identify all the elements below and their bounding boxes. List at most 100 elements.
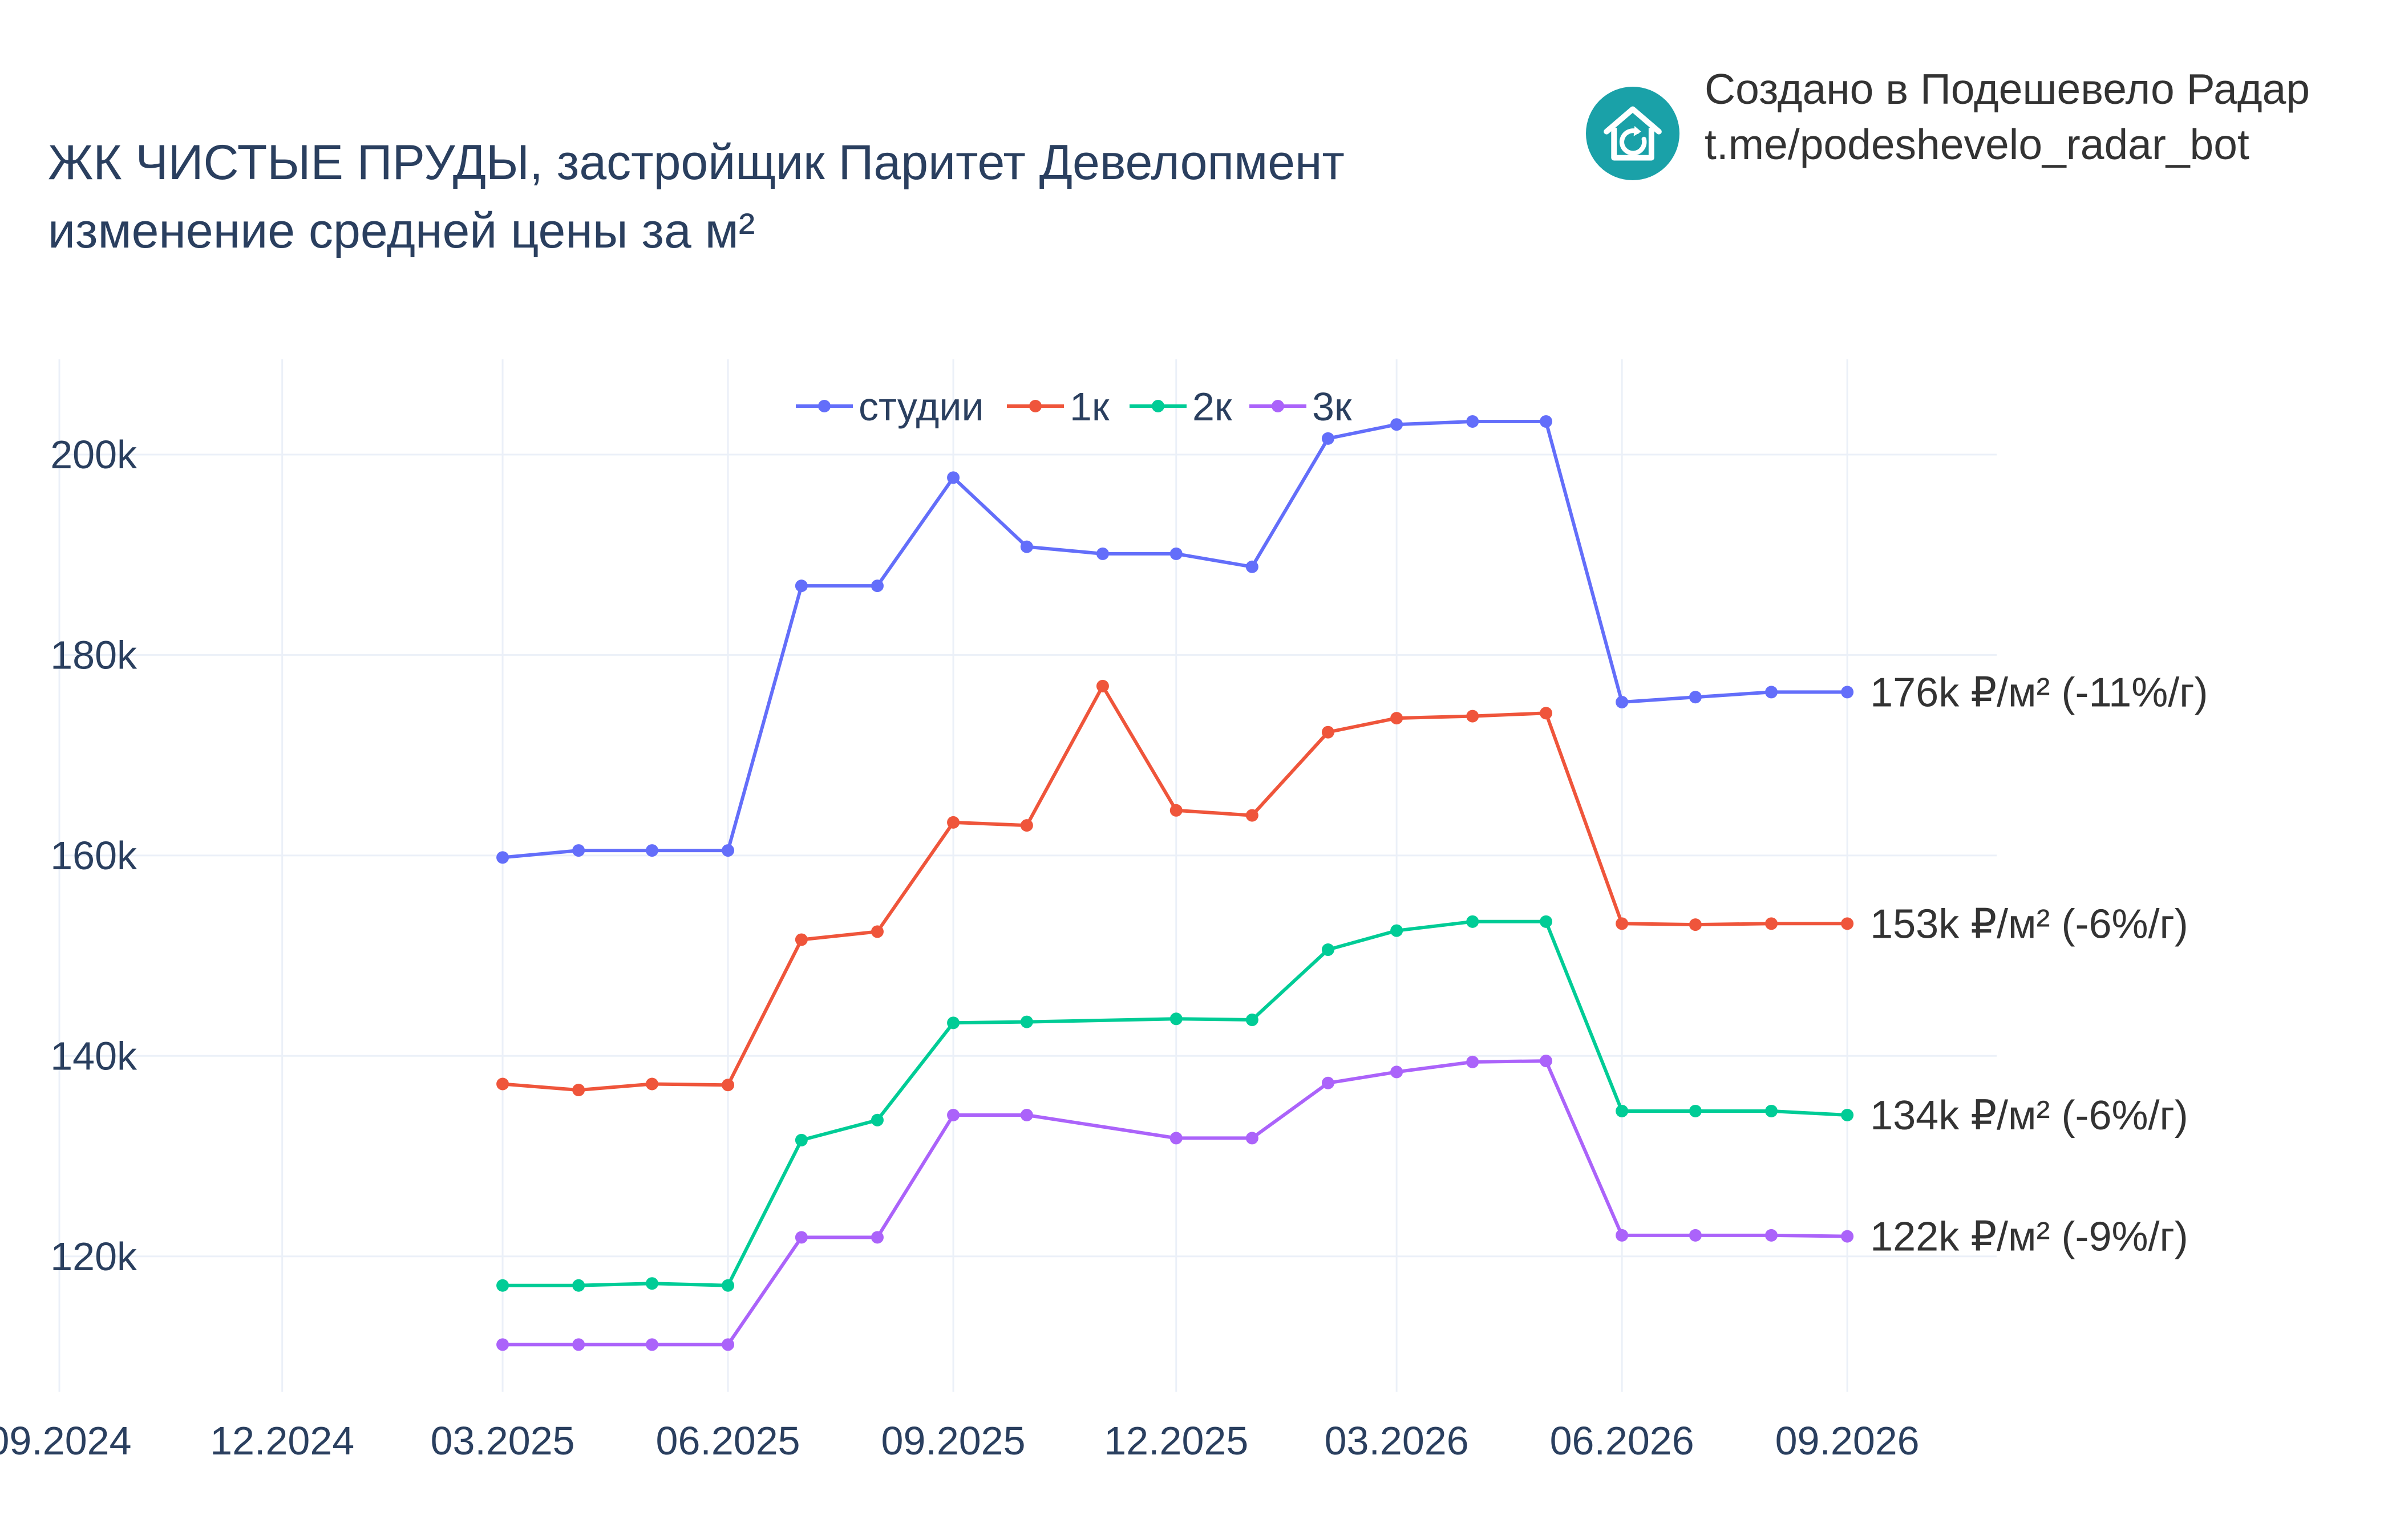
data-point	[1096, 547, 1109, 560]
data-point	[1020, 1015, 1033, 1028]
end-value-label: 122k ₽/м² (-9%/г)	[1870, 1214, 2188, 1260]
data-point	[947, 471, 960, 484]
y-tick-label: 160k	[50, 833, 137, 878]
data-point	[1020, 540, 1033, 553]
data-point	[1616, 1104, 1629, 1117]
y-tick-label: 140k	[50, 1034, 137, 1078]
data-point	[1689, 1104, 1702, 1117]
x-tick-label: 03.2025	[431, 1419, 575, 1463]
series-4: 122k ₽/м² (-9%/г)	[496, 1055, 2188, 1351]
legend-item: студии	[796, 384, 984, 429]
data-point	[795, 579, 808, 593]
data-point	[1245, 560, 1258, 573]
data-point	[1466, 915, 1479, 928]
brand-link: t.me/podeshevelo_radar_bot	[1705, 120, 2249, 168]
data-point	[1245, 1014, 1258, 1027]
data-point	[1245, 1132, 1258, 1145]
legend-label: 2к	[1192, 384, 1232, 429]
data-point	[1096, 679, 1109, 692]
data-point	[1020, 819, 1033, 832]
data-point	[722, 844, 735, 857]
series-line	[502, 684, 1848, 1092]
data-point	[1616, 917, 1629, 930]
end-value-label: 134k ₽/м² (-6%/г)	[1870, 1093, 2188, 1138]
data-point	[1540, 415, 1553, 428]
chart-title-line-1: ЖК ЧИСТЫЕ ПРУДЫ, застройщик Паритет Деве…	[48, 135, 1345, 190]
data-point	[722, 1338, 735, 1351]
legend-item: 1к	[1007, 384, 1110, 429]
series-lines: 176k ₽/м² (-11%/г) 153k ₽/м² (-6%/г) 134k …	[496, 415, 2208, 1351]
data-point	[1169, 1132, 1183, 1145]
x-tick-label: 09.2025	[881, 1419, 1026, 1463]
data-point	[496, 1077, 509, 1091]
grid-lines	[58, 359, 1997, 1392]
data-point	[722, 1079, 735, 1092]
data-point	[1841, 917, 1854, 930]
data-point	[947, 1108, 960, 1121]
data-point	[1765, 1229, 1778, 1242]
data-point	[1245, 809, 1258, 822]
data-point	[795, 1133, 808, 1146]
data-point	[645, 1338, 658, 1351]
data-point	[1765, 917, 1778, 930]
legend-label: студии	[859, 384, 984, 429]
end-value-label: 176k ₽/м² (-11%/г)	[1870, 670, 2208, 715]
legend-item: 3к	[1249, 384, 1352, 429]
end-value-label: 153k ₽/м² (-6%/г)	[1870, 901, 2188, 947]
data-point	[1169, 1012, 1183, 1026]
series-1: 176k ₽/м² (-11%/г)	[496, 415, 2208, 864]
data-point	[871, 1113, 884, 1126]
legend-marker	[1029, 400, 1042, 412]
data-point	[722, 1279, 735, 1292]
series-3: 134k ₽/м² (-6%/г)	[496, 915, 2188, 1292]
data-point	[1841, 1230, 1854, 1243]
x-tick-label: 12.2025	[1104, 1419, 1248, 1463]
data-point	[645, 1277, 658, 1290]
x-tick-label: 09.2024	[0, 1419, 132, 1463]
data-point	[572, 844, 585, 857]
series-2: 153k ₽/м² (-6%/г)	[496, 679, 2188, 1097]
data-point	[645, 1077, 658, 1091]
data-point	[871, 925, 884, 938]
data-point	[572, 1338, 585, 1351]
data-point	[1765, 1104, 1778, 1117]
data-point	[1540, 915, 1553, 928]
data-point	[1616, 695, 1629, 708]
series-line	[502, 420, 1848, 860]
x-tick-label: 12.2024	[210, 1419, 354, 1463]
data-point	[645, 844, 658, 857]
data-point	[572, 1084, 585, 1097]
data-point	[947, 816, 960, 829]
data-point	[1321, 943, 1334, 957]
brand-name: Создано в Подешевело Радар	[1705, 65, 2310, 113]
legend-marker	[1272, 400, 1284, 412]
chart-title-line-2: изменение средней цены за м²	[48, 204, 755, 258]
y-tick-label: 120k	[50, 1234, 137, 1279]
data-point	[1841, 686, 1854, 699]
data-point	[1390, 418, 1403, 431]
data-point	[1390, 1065, 1403, 1079]
house-refresh-icon	[1586, 87, 1679, 180]
data-point	[947, 1016, 960, 1030]
data-point	[1689, 691, 1702, 704]
brand-block: Создано в Подешевело Радар t.me/podeshev…	[1586, 62, 2345, 193]
data-point	[1390, 924, 1403, 937]
data-point	[496, 1338, 509, 1351]
data-point	[1020, 1108, 1033, 1121]
data-point	[1841, 1108, 1854, 1121]
data-point	[1616, 1229, 1629, 1242]
data-point	[1540, 707, 1553, 720]
y-tick-label: 200k	[50, 432, 137, 477]
legend-marker	[818, 400, 831, 412]
data-point	[1765, 686, 1778, 699]
data-point	[1689, 1229, 1702, 1242]
data-point	[1321, 432, 1334, 445]
brand-text: Создано в Подешевело Радар t.me/podeshev…	[1705, 62, 2310, 172]
x-axis: 09.2024 12.2024 03.2025 06.2025 09.2025 12.20…	[0, 1419, 1920, 1463]
legend-marker	[1152, 400, 1164, 412]
series-line	[503, 919, 1848, 1287]
y-tick-label: 180k	[50, 633, 137, 677]
legend-label: 1к	[1070, 384, 1110, 429]
data-point	[1689, 918, 1702, 931]
